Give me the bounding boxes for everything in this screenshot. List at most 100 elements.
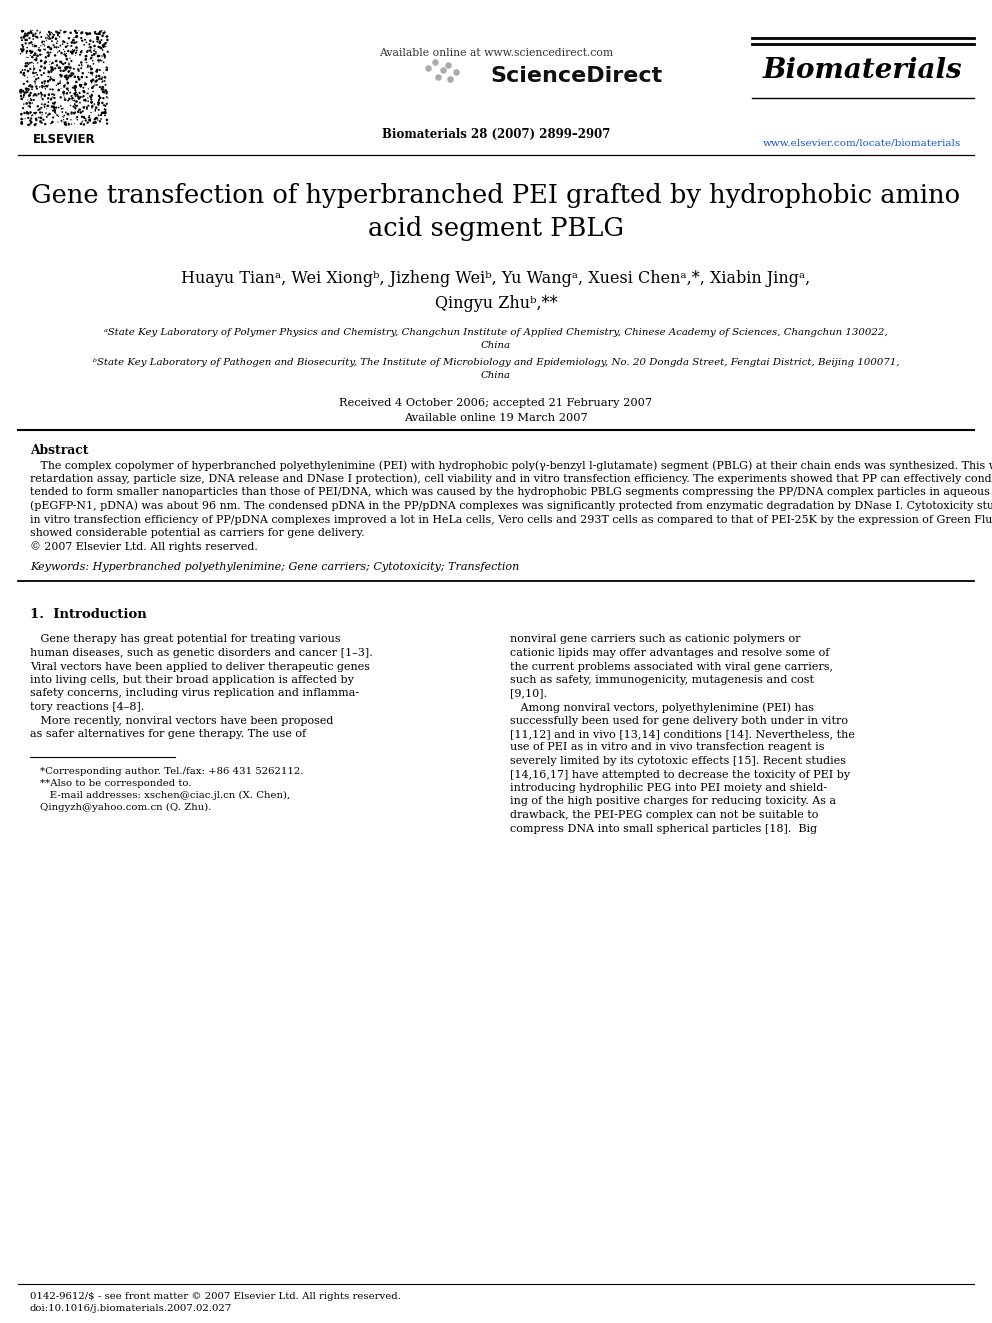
- Point: [70, 66, 86, 87]
- Text: [11,12] and in vivo [13,14] conditions [14]. Nevertheless, the: [11,12] and in vivo [13,14] conditions […: [510, 729, 855, 740]
- Point: [94, 102, 110, 123]
- Point: [75, 77, 91, 98]
- Point: [67, 97, 83, 118]
- Point: [97, 102, 113, 123]
- Point: [23, 90, 39, 111]
- Point: [91, 33, 107, 54]
- Point: [28, 73, 44, 94]
- Point: [63, 36, 79, 57]
- Point: [80, 62, 96, 83]
- Point: [73, 41, 89, 62]
- Point: [83, 73, 99, 94]
- Point: [59, 57, 74, 78]
- Point: [44, 97, 60, 118]
- Text: Huayu Tianᵃ, Wei Xiongᵇ, Jizheng Weiᵇ, Yu Wangᵃ, Xuesi Chenᵃ,*, Xiabin Jingᵃ,
Qi: Huayu Tianᵃ, Wei Xiongᵇ, Jizheng Weiᵇ, Y…: [182, 270, 810, 312]
- Point: [32, 40, 48, 61]
- Point: [57, 41, 72, 62]
- Point: [57, 75, 72, 97]
- Point: [79, 24, 95, 45]
- Point: [43, 28, 59, 49]
- Point: [19, 29, 35, 50]
- Point: [16, 86, 32, 107]
- Point: [62, 48, 78, 69]
- Point: [97, 21, 113, 42]
- Point: [59, 48, 74, 69]
- Point: [74, 62, 90, 83]
- Text: Gene transfection of hyperbranched PEI grafted by hydrophobic amino
acid segment: Gene transfection of hyperbranched PEI g…: [32, 183, 960, 241]
- Point: [23, 110, 39, 131]
- Point: [22, 33, 38, 54]
- Point: [49, 33, 64, 54]
- Point: [20, 66, 36, 87]
- Point: [95, 36, 111, 57]
- Text: Gene therapy has great potential for treating various: Gene therapy has great potential for tre…: [30, 635, 340, 644]
- Point: [84, 95, 100, 116]
- Point: [448, 61, 464, 82]
- Point: [62, 66, 78, 87]
- Point: [81, 110, 97, 131]
- Point: [62, 57, 77, 78]
- Point: [38, 102, 54, 123]
- Point: [58, 53, 73, 74]
- Point: [69, 83, 85, 105]
- Point: [78, 22, 94, 44]
- Point: [24, 78, 40, 99]
- Point: [45, 111, 61, 132]
- Point: [73, 58, 89, 79]
- Point: [68, 91, 84, 112]
- Point: [27, 44, 43, 65]
- Point: [58, 66, 73, 87]
- Point: [99, 28, 115, 49]
- Text: severely limited by its cytotoxic effects [15]. Recent studies: severely limited by its cytotoxic effect…: [510, 755, 846, 766]
- Point: [60, 108, 75, 130]
- Point: [16, 94, 32, 115]
- Point: [46, 83, 62, 105]
- Point: [64, 65, 80, 86]
- Point: [73, 22, 89, 44]
- Point: [16, 85, 32, 106]
- Point: [16, 73, 32, 94]
- Point: [26, 24, 42, 45]
- Point: [95, 62, 111, 83]
- Point: [55, 33, 70, 54]
- Point: [50, 30, 65, 52]
- Point: [95, 40, 111, 61]
- Point: [92, 24, 108, 45]
- Point: [40, 24, 56, 45]
- Point: [46, 107, 62, 128]
- Point: [47, 87, 62, 108]
- Point: [63, 114, 79, 135]
- Point: [91, 65, 107, 86]
- Point: [68, 26, 84, 48]
- Point: [20, 107, 36, 128]
- Point: [47, 102, 62, 123]
- Point: [28, 102, 44, 123]
- Text: tory reactions [4–8].: tory reactions [4–8].: [30, 703, 145, 712]
- Point: [22, 40, 38, 61]
- Point: [50, 111, 65, 132]
- Point: [90, 24, 106, 45]
- Point: [25, 93, 41, 114]
- Point: [68, 37, 84, 58]
- Point: [40, 60, 56, 81]
- Point: [91, 90, 107, 111]
- Point: [32, 24, 48, 45]
- Point: [90, 110, 106, 131]
- Point: [26, 66, 42, 87]
- Point: [51, 73, 66, 94]
- Point: [82, 108, 98, 130]
- Point: [74, 101, 90, 122]
- Point: [88, 61, 104, 82]
- Point: [82, 110, 98, 131]
- Text: Available online at www.sciencedirect.com: Available online at www.sciencedirect.co…: [379, 48, 613, 58]
- Point: [23, 45, 39, 66]
- Point: [57, 44, 72, 65]
- Point: [68, 107, 84, 128]
- Point: [38, 28, 54, 49]
- Text: ScienceDirect: ScienceDirect: [490, 66, 663, 86]
- Point: [58, 114, 73, 135]
- Point: [29, 26, 45, 48]
- Point: [58, 89, 73, 110]
- Point: [23, 108, 39, 130]
- Point: [67, 42, 83, 64]
